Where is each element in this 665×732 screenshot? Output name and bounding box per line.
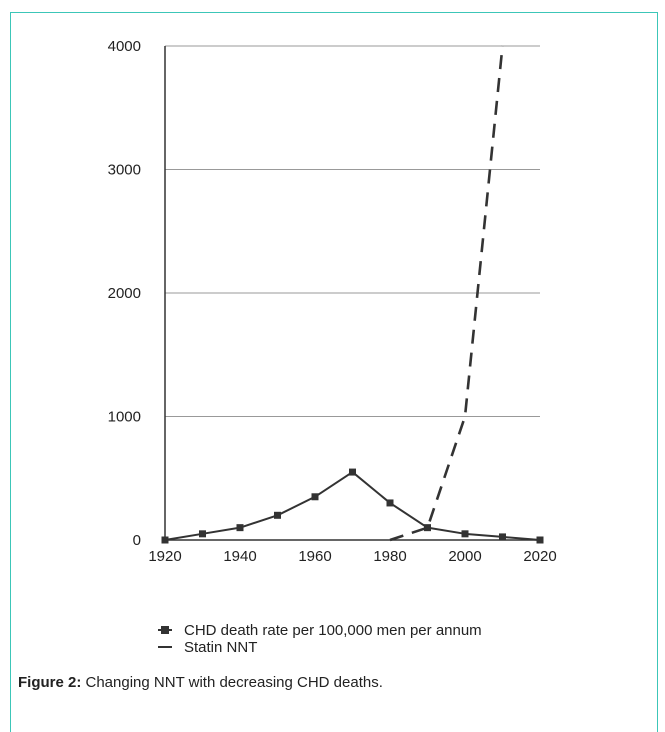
x-tick-label: 1980: [373, 548, 406, 565]
x-tick-label: 2000: [448, 548, 481, 565]
data-point: [311, 493, 319, 501]
data-point: [424, 524, 431, 532]
data-point: [236, 524, 244, 532]
data-point: [349, 468, 356, 476]
legend-label-statin: Statin NNT: [184, 639, 258, 656]
caption-label: Figure 2:: [18, 674, 82, 691]
figure-frame: [10, 12, 658, 732]
y-tick-label: 2000: [108, 285, 141, 302]
legend-label-chd: CHD death rate per 100,000 men per annum: [184, 622, 482, 639]
legend-item-statin: Statin NNT: [158, 639, 482, 656]
caption-text: Changing NNT with decreasing CHD deaths.: [81, 674, 383, 691]
legend-item-chd: CHD death rate per 100,000 men per annum: [158, 622, 482, 639]
series-line-chd: [164, 471, 541, 541]
x-tick-label: 1920: [148, 548, 181, 565]
data-point: [274, 511, 281, 519]
data-point: [161, 536, 169, 544]
x-tick-label: 1960: [298, 548, 331, 565]
line-marker-icon: [158, 639, 180, 656]
figure-caption: Figure 2: Changing NNT with decreasing C…: [18, 674, 383, 691]
legend: CHD death rate per 100,000 men per annum…: [158, 622, 482, 656]
y-tick-label: 0: [133, 532, 141, 549]
square-marker-icon: [158, 622, 180, 639]
y-tick-label: 3000: [108, 162, 141, 179]
x-tick-label: 1940: [223, 548, 256, 565]
data-point: [386, 499, 394, 507]
series-line-statin: [389, 45, 504, 542]
data-point: [536, 536, 544, 544]
y-tick-label: 1000: [108, 409, 141, 426]
x-tick-label: 2020: [523, 548, 556, 565]
data-point: [499, 533, 506, 541]
y-tick-label: 4000: [108, 38, 141, 55]
data-point: [461, 530, 469, 538]
data-point: [199, 530, 206, 538]
line-chart: 0 1000 2000 3000 4000 1920 1940 1960 1980 2000 202…: [108, 38, 557, 565]
